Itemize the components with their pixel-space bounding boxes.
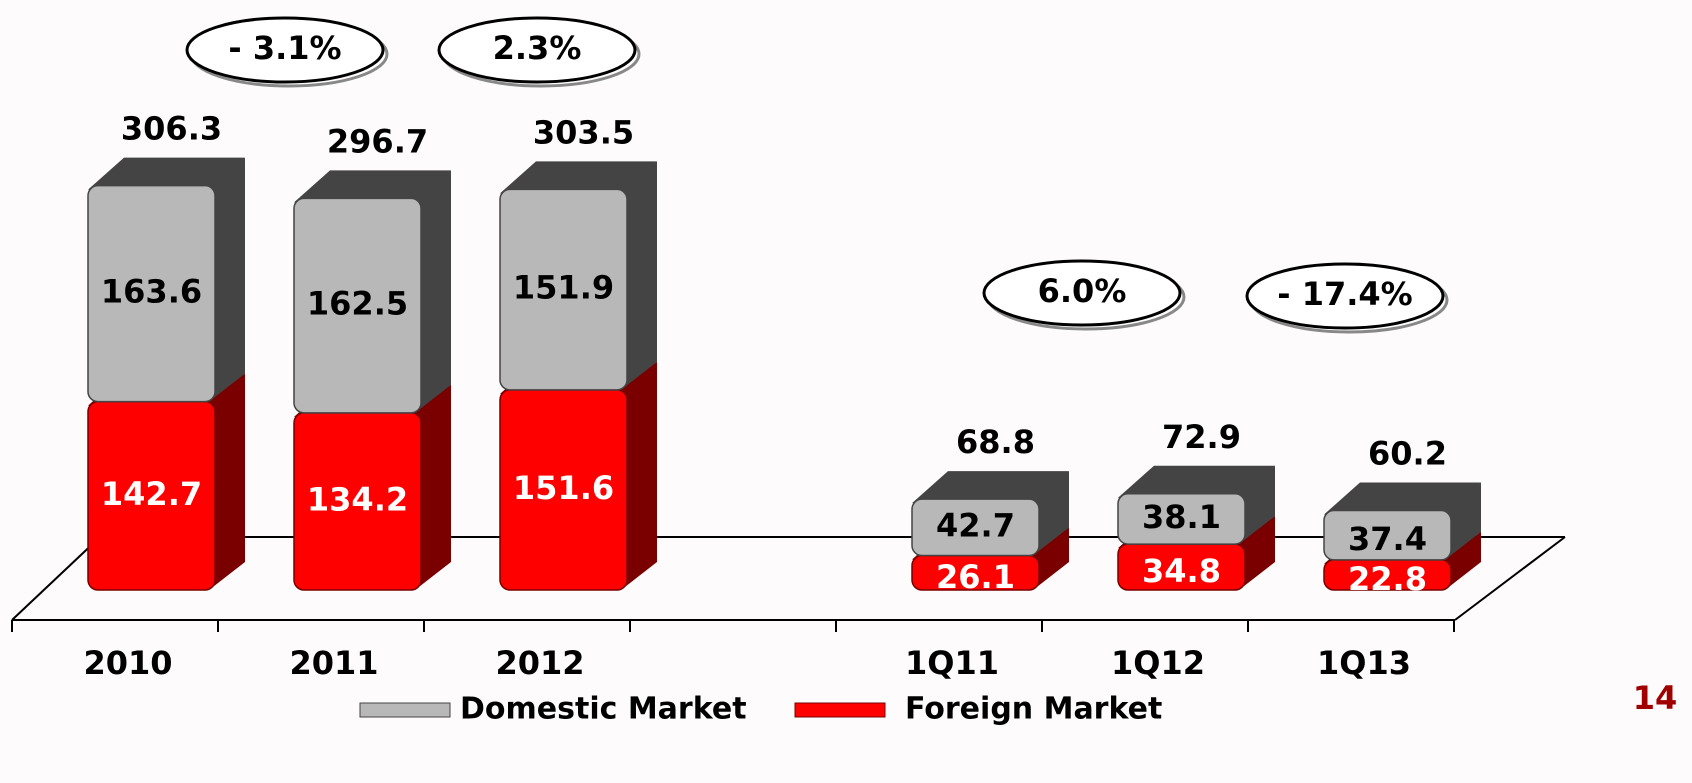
- value-label: 163.6: [101, 273, 202, 311]
- value-label: 37.4: [1348, 520, 1427, 558]
- floor-right: [1454, 536, 1566, 621]
- bar-side: [1033, 527, 1069, 590]
- x-tick-label: 2011: [289, 644, 378, 682]
- bar-side: [621, 161, 657, 390]
- bar-top: [1324, 482, 1481, 515]
- value-label: 134.2: [307, 480, 408, 518]
- bar-top: [1118, 465, 1275, 498]
- legend-swatch: [359, 702, 451, 718]
- bar-top: [912, 471, 1069, 504]
- x-tick-label: 1Q11: [905, 644, 999, 682]
- page-number: 14: [1633, 679, 1678, 717]
- value-label: 34.8: [1142, 552, 1221, 590]
- bar-side: [209, 157, 245, 402]
- bar-side: [621, 361, 657, 590]
- total-label: 60.2: [1368, 435, 1447, 473]
- total-label: 303.5: [533, 113, 634, 151]
- total-label: 296.7: [327, 122, 428, 160]
- bar-side: [1445, 531, 1481, 590]
- annotation: - 3.1%: [228, 29, 341, 67]
- bar-top: [294, 170, 451, 203]
- x-tick-label: 2012: [495, 644, 584, 682]
- bar: [293, 197, 422, 414]
- annotation-ellipse: [185, 16, 385, 84]
- bar: [1117, 493, 1246, 545]
- floor-left: [11, 536, 101, 621]
- total-label: 306.3: [121, 110, 222, 148]
- value-label: 151.6: [513, 469, 614, 507]
- value-label: 151.9: [513, 269, 614, 307]
- total-label: 68.8: [956, 423, 1035, 461]
- value-label: 42.7: [936, 506, 1015, 544]
- x-tick-label: 1Q12: [1111, 644, 1205, 682]
- value-label: 26.1: [936, 558, 1015, 596]
- bar-side: [415, 170, 451, 413]
- bar-side: [1445, 482, 1481, 560]
- bar-side: [415, 384, 451, 590]
- bar-side: [1239, 516, 1275, 590]
- bar: [1323, 509, 1452, 561]
- legend-swatch: [794, 702, 886, 718]
- bar-side: [1239, 465, 1275, 545]
- bar-top: [500, 161, 657, 194]
- annotation: 6.0%: [1038, 272, 1127, 310]
- value-label: 142.7: [101, 475, 202, 513]
- annotation-ellipse: [1245, 262, 1445, 330]
- value-label: 162.5: [307, 285, 408, 323]
- annotation: 2.3%: [493, 29, 582, 67]
- bar: [911, 498, 1040, 557]
- annotation-ellipse: [437, 16, 637, 84]
- legend-label: Foreign Market: [905, 692, 1162, 727]
- x-tick-label: 1Q13: [1317, 644, 1411, 682]
- bar-top: [88, 157, 245, 190]
- bar: [87, 184, 216, 403]
- x-tick-label: 2010: [83, 644, 172, 682]
- value-label: 38.1: [1142, 498, 1221, 536]
- bar: [499, 188, 628, 391]
- total-label: 72.9: [1162, 418, 1241, 456]
- legend-label: Domestic Market: [460, 692, 747, 727]
- annotation: - 17.4%: [1277, 275, 1412, 313]
- value-label: 22.8: [1348, 560, 1427, 598]
- annotation-ellipse: [982, 259, 1182, 327]
- bar-side: [209, 373, 245, 590]
